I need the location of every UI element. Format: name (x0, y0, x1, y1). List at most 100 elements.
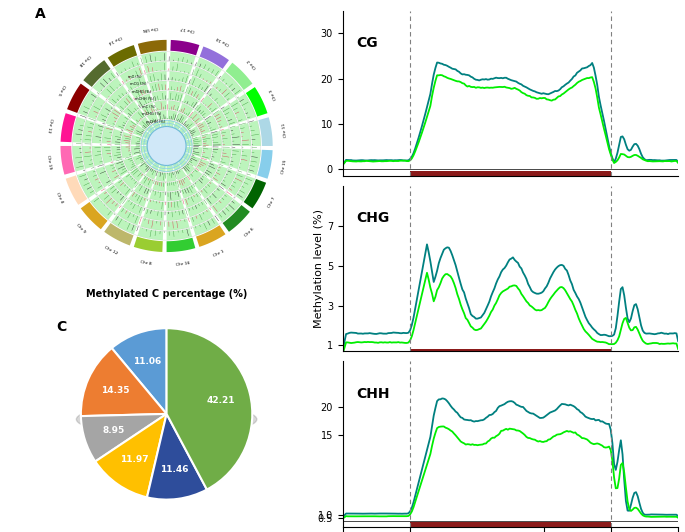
Text: 42.21: 42.21 (207, 396, 235, 405)
Text: mCHH (%): mCHH (%) (146, 120, 165, 124)
Polygon shape (178, 177, 192, 189)
Polygon shape (167, 120, 175, 128)
Polygon shape (105, 163, 120, 182)
Polygon shape (179, 103, 193, 116)
Polygon shape (108, 86, 128, 105)
Polygon shape (211, 193, 233, 214)
Polygon shape (160, 120, 166, 127)
Polygon shape (166, 165, 173, 172)
Polygon shape (168, 110, 177, 120)
Polygon shape (202, 134, 212, 146)
Polygon shape (141, 52, 166, 64)
Polygon shape (206, 187, 225, 206)
Polygon shape (166, 200, 184, 211)
Polygon shape (206, 115, 219, 131)
Polygon shape (81, 202, 108, 229)
Polygon shape (67, 84, 90, 113)
Text: 8.95: 8.95 (102, 426, 125, 435)
Polygon shape (166, 238, 195, 252)
Polygon shape (230, 126, 241, 146)
Polygon shape (123, 101, 139, 117)
Polygon shape (214, 80, 235, 102)
Polygon shape (176, 112, 188, 124)
Polygon shape (197, 121, 210, 135)
Polygon shape (220, 72, 242, 96)
Polygon shape (175, 169, 186, 180)
Polygon shape (92, 146, 103, 166)
Text: Chr 16: Chr 16 (175, 261, 190, 267)
Polygon shape (77, 172, 95, 198)
Text: Chr 10: Chr 10 (216, 36, 230, 46)
Polygon shape (221, 104, 238, 126)
Polygon shape (188, 169, 202, 183)
Polygon shape (178, 158, 187, 167)
Polygon shape (111, 215, 137, 234)
Text: Chr UN: Chr UN (142, 25, 158, 31)
Title: Methylated C percentage (%): Methylated C percentage (%) (86, 289, 247, 300)
Polygon shape (114, 160, 128, 177)
Polygon shape (151, 162, 160, 170)
Polygon shape (196, 225, 225, 247)
Polygon shape (60, 146, 75, 174)
Bar (410, 349, 611, 351)
Text: Chr 3: Chr 3 (269, 88, 278, 100)
Polygon shape (183, 131, 191, 140)
Text: Chr 18: Chr 18 (77, 54, 90, 66)
Polygon shape (128, 192, 147, 207)
Text: CHG: CHG (356, 211, 389, 226)
Polygon shape (108, 45, 137, 66)
Wedge shape (112, 328, 166, 414)
Polygon shape (195, 103, 211, 119)
Polygon shape (157, 110, 166, 120)
Polygon shape (73, 117, 85, 143)
Text: Chr 6: Chr 6 (243, 227, 255, 237)
Polygon shape (144, 62, 166, 73)
Polygon shape (116, 94, 134, 111)
Polygon shape (152, 121, 160, 130)
Polygon shape (149, 81, 166, 92)
Polygon shape (133, 125, 145, 137)
Polygon shape (185, 147, 192, 154)
Polygon shape (244, 179, 266, 209)
Polygon shape (166, 228, 192, 240)
Polygon shape (66, 176, 87, 205)
Polygon shape (170, 52, 196, 64)
Polygon shape (214, 110, 228, 129)
Polygon shape (138, 162, 150, 174)
Polygon shape (123, 200, 144, 216)
Text: Chr 4: Chr 4 (55, 192, 64, 204)
Text: mCG (%): mCG (%) (129, 82, 146, 86)
Polygon shape (182, 163, 195, 175)
Polygon shape (229, 99, 247, 122)
Text: C: C (57, 320, 66, 334)
Polygon shape (223, 205, 250, 232)
Polygon shape (182, 153, 191, 161)
Polygon shape (151, 91, 166, 101)
Polygon shape (88, 96, 105, 120)
Polygon shape (73, 146, 84, 171)
Polygon shape (168, 101, 181, 111)
Polygon shape (181, 185, 197, 198)
Polygon shape (112, 146, 122, 161)
Polygon shape (166, 172, 176, 182)
Polygon shape (229, 148, 241, 169)
Polygon shape (258, 117, 273, 146)
Polygon shape (153, 181, 165, 192)
Polygon shape (228, 172, 246, 196)
Polygon shape (170, 62, 192, 74)
Polygon shape (131, 146, 140, 156)
Wedge shape (95, 414, 166, 497)
Polygon shape (134, 237, 163, 252)
Polygon shape (190, 209, 214, 226)
Polygon shape (147, 112, 158, 123)
Polygon shape (192, 136, 202, 146)
Text: Chr 9: Chr 9 (75, 223, 86, 234)
Polygon shape (129, 168, 144, 181)
Polygon shape (184, 193, 203, 207)
Bar (410, 521, 611, 527)
Polygon shape (92, 70, 116, 93)
Polygon shape (199, 46, 229, 69)
Polygon shape (166, 219, 190, 230)
Polygon shape (146, 157, 155, 167)
Polygon shape (86, 169, 103, 193)
